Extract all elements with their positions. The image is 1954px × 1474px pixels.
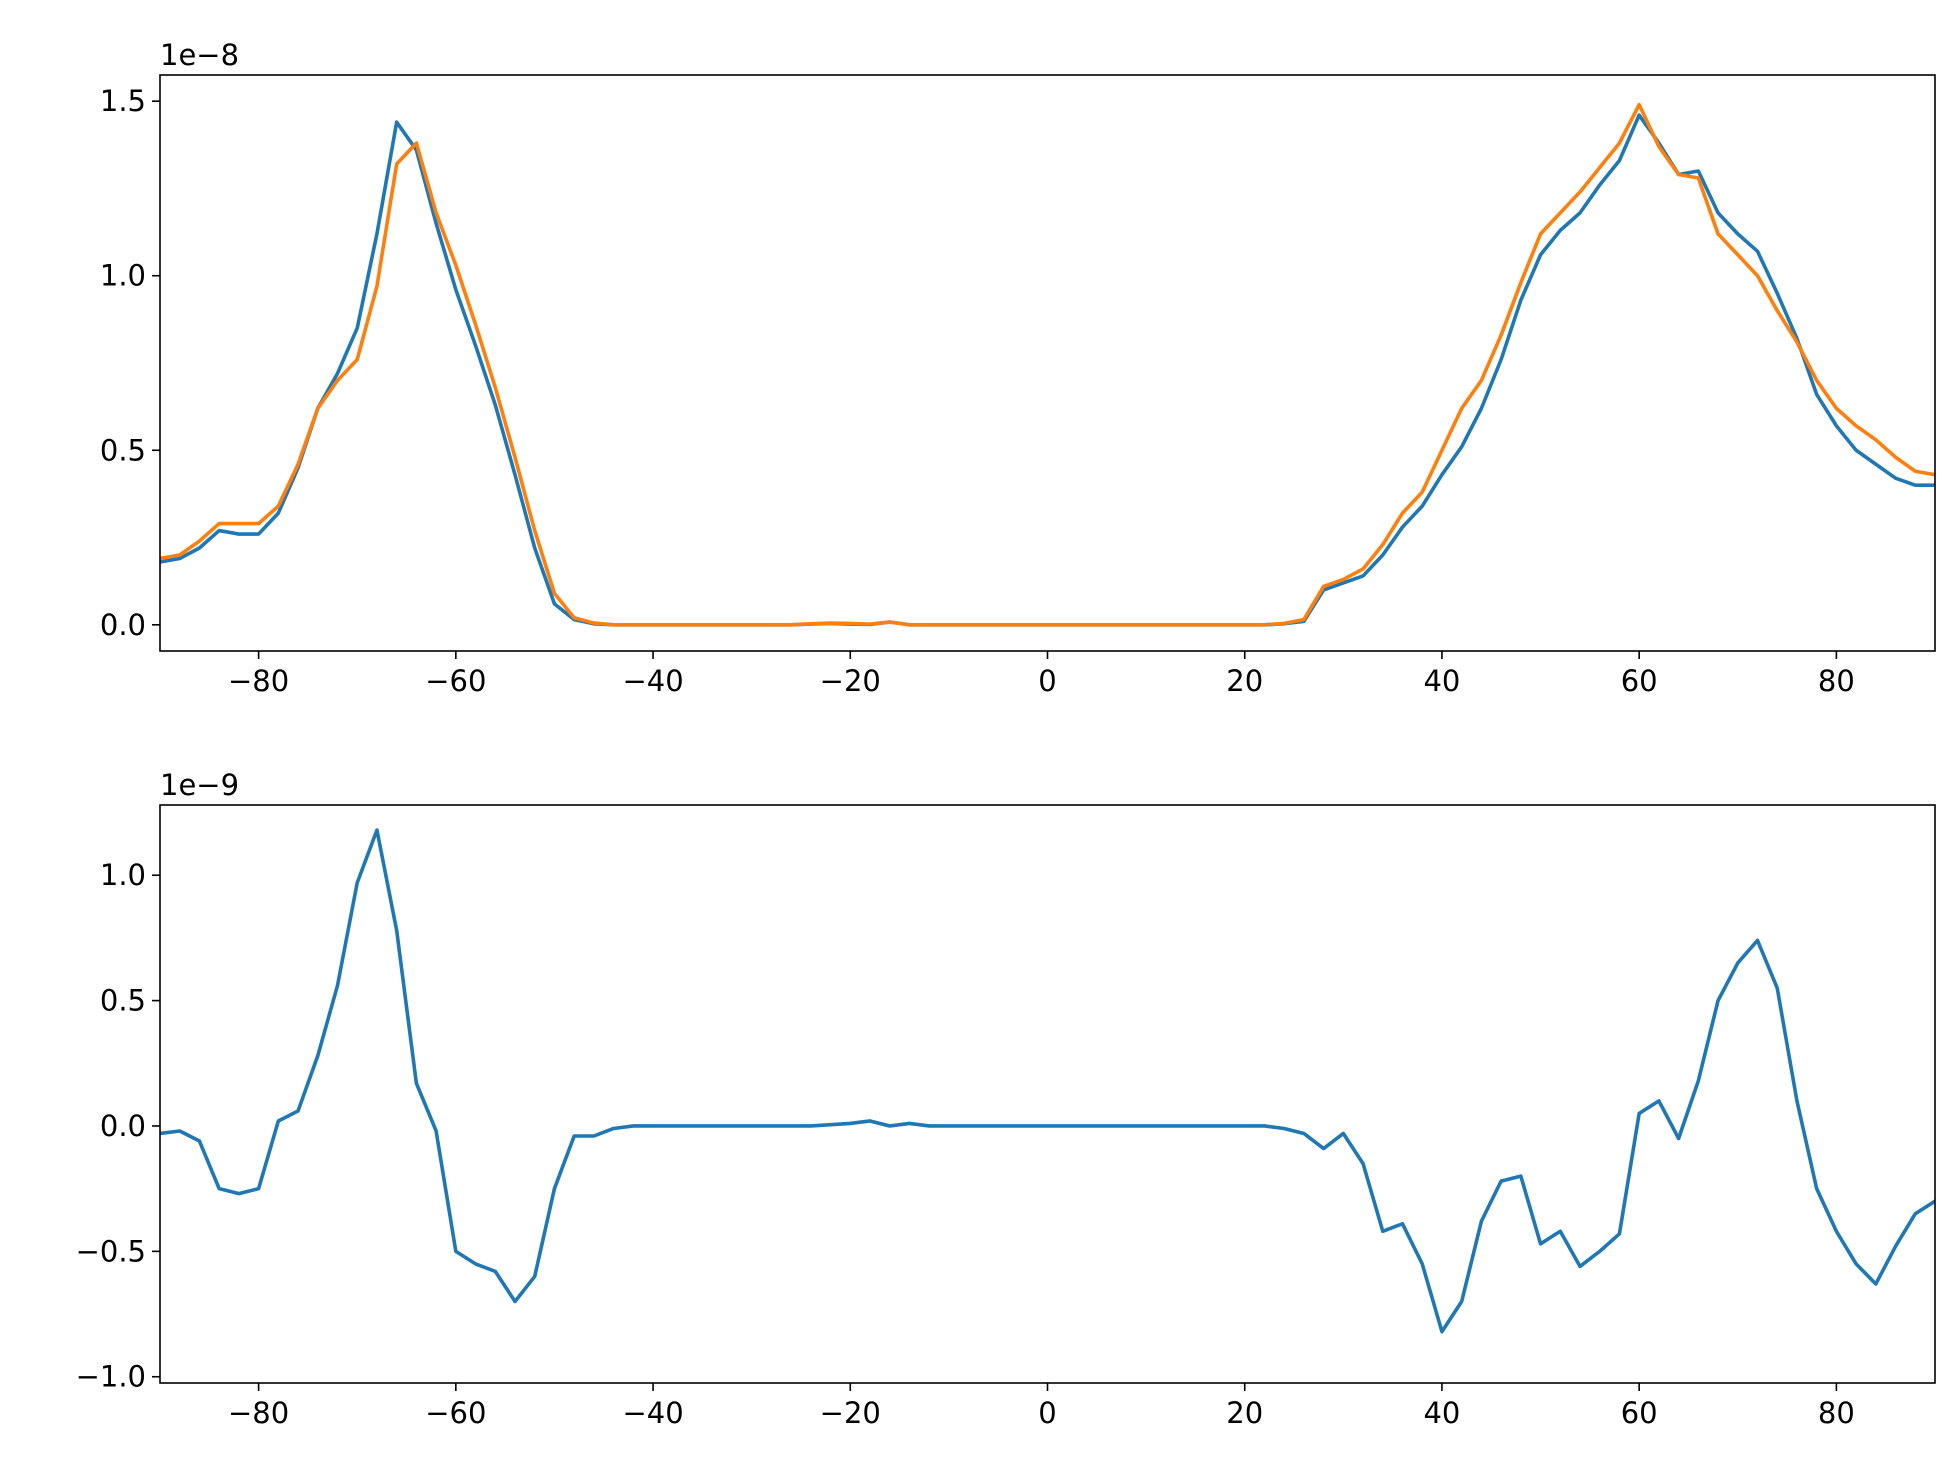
data-line: [160, 102, 1935, 627]
y-tick-label: −1.0: [76, 1360, 146, 1394]
x-tick-label: 80: [1818, 1396, 1855, 1430]
x-tick-label: 0: [1038, 1396, 1056, 1430]
x-tick-label: −40: [622, 1396, 683, 1430]
x-tick-label: 0: [1038, 664, 1056, 698]
axes-frame: [159, 804, 1936, 1384]
x-tick-label: −40: [622, 664, 683, 698]
y-tick-label: 0.0: [100, 1109, 146, 1143]
offset-label: 1e−8: [160, 38, 239, 72]
x-tick-label: −60: [425, 664, 486, 698]
x-tick-label: −60: [425, 1396, 486, 1430]
y-tick-label: 1.0: [100, 858, 146, 892]
x-tick-label: 20: [1226, 1396, 1263, 1430]
y-tick-label: 1.5: [100, 84, 146, 118]
x-tick-label: 40: [1423, 1396, 1460, 1430]
x-tick-label: 20: [1226, 664, 1263, 698]
y-tick-label: 0.5: [100, 433, 146, 467]
y-tick-label: −0.5: [76, 1234, 146, 1268]
y-tick-label: 0.5: [100, 984, 146, 1018]
x-tick-label: −20: [820, 1396, 881, 1430]
x-tick-label: 60: [1621, 664, 1658, 698]
y-tick-label: 1.0: [100, 259, 146, 293]
x-tick-label: 40: [1423, 664, 1460, 698]
y-tick-label: 0.0: [100, 608, 146, 642]
x-tick-label: 60: [1621, 1396, 1658, 1430]
x-tick-label: −80: [228, 664, 289, 698]
x-tick-label: −80: [228, 1396, 289, 1430]
x-tick-label: −20: [820, 664, 881, 698]
data-line: [160, 113, 1935, 627]
offset-label: 1e−9: [160, 768, 239, 802]
data-line: [160, 828, 1935, 1334]
x-tick-label: 80: [1818, 664, 1855, 698]
